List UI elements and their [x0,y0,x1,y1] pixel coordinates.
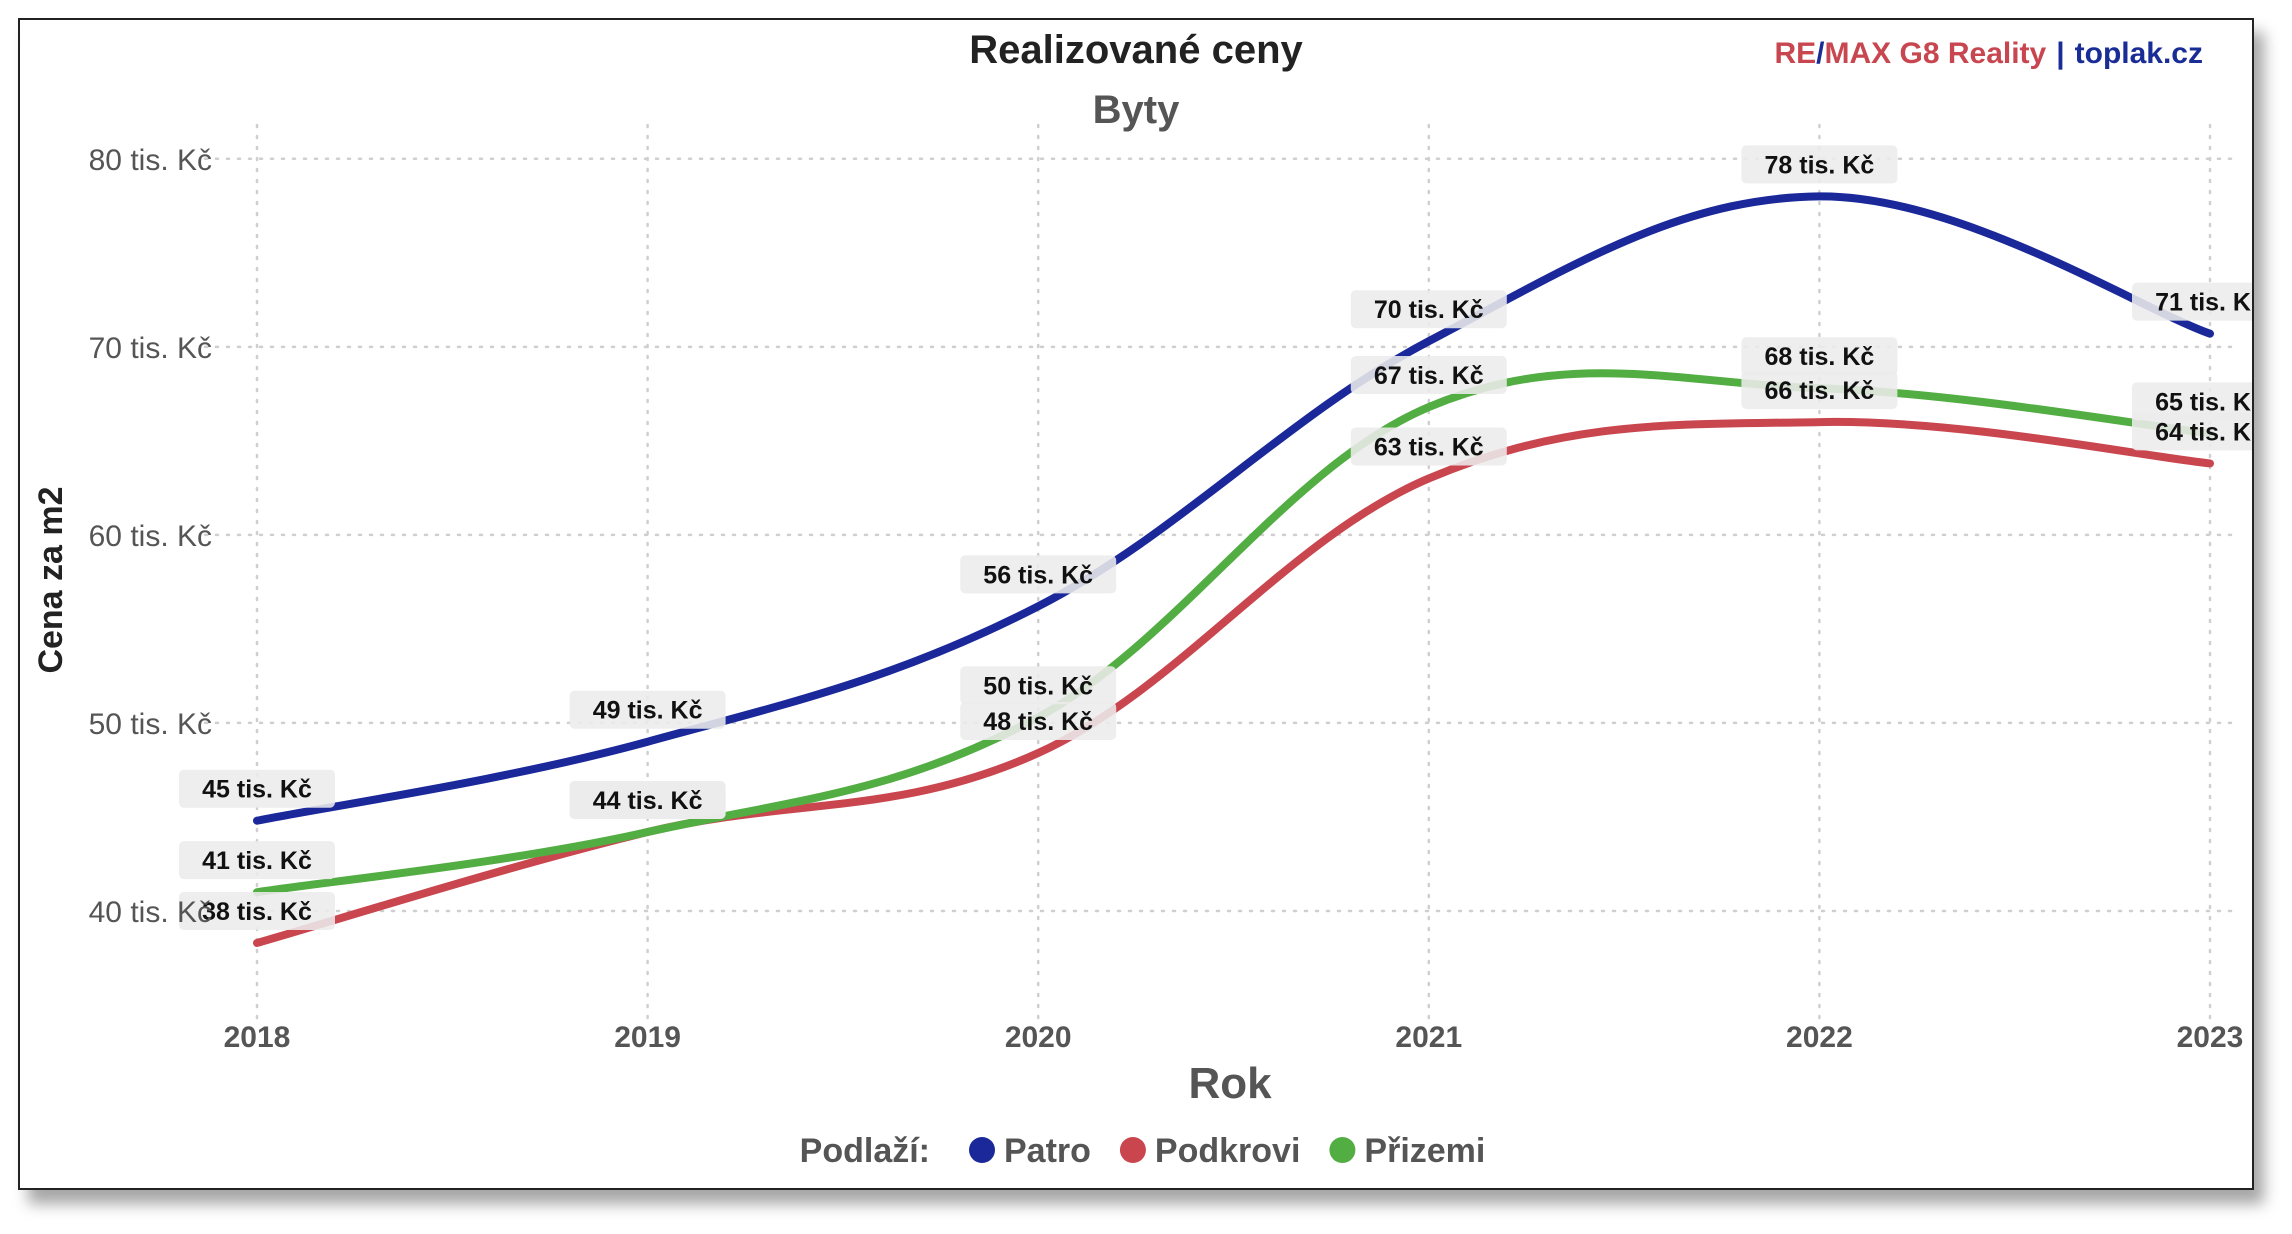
data-label: 65 tis. Kč [2132,382,2252,421]
data-label-background [2132,282,2252,321]
data-label-text: 65 tis. Kč [2155,388,2252,416]
data-label-background [1350,356,1507,395]
data-label-background [179,769,335,808]
data-label: 71 tis. Kč [2132,282,2252,321]
data-label-background [179,841,335,880]
y-axis-title: Cena za m2 [32,486,70,673]
brand-re: RE [1774,37,1816,70]
data-label-background [960,666,1117,705]
chart-subtitle: Byty [1093,88,1180,132]
legend-swatch-patro [969,1137,995,1163]
data-label: 78 tis. Kč [1741,145,1898,184]
data-label-background [1350,427,1507,466]
y-tick-label: 60 tis. Kč [89,520,212,553]
series-line-patro [253,192,2214,825]
data-label-text: 41 tis. Kč [202,847,312,875]
data-label-text: 44 tis. Kč [593,787,703,815]
legend-label-přizemi: Přizemi [1364,1132,1485,1170]
data-label: 50 tis. Kč [960,666,1117,705]
data-label: 48 tis. Kč [960,702,1117,741]
data-label-text: 66 tis. Kč [1765,377,1875,405]
chart-title: Realizované ceny [969,28,1303,72]
data-label: 49 tis. Kč [569,690,726,729]
series-lines [253,192,2214,947]
data-labels: 45 tis. Kč 49 tis. Kč 56 tis. Kč 70 tis. Kč… [179,145,2252,930]
x-tick-label: 2021 [1395,1021,1462,1054]
data-label: 67 tis. Kč [1350,356,1507,395]
data-label: 41 tis. Kč [179,841,335,880]
data-label: 38 tis. Kč [179,891,335,930]
data-label: 45 tis. Kč [179,769,335,808]
x-axis-title: Rok [1188,1059,1272,1108]
data-label-background [1741,145,1898,184]
data-label-background [1350,290,1507,329]
legend-swatch-přizemi [1329,1137,1356,1163]
data-label: 56 tis. Kč [960,555,1117,594]
data-label-text: 48 tis. Kč [983,708,1093,736]
data-label-background [179,891,335,930]
brand-logo-text: RE/MAX G8 Reality | toplak.cz [1774,37,2203,70]
data-label-background [960,702,1117,741]
brand-site: toplak.cz [2075,37,2203,70]
data-label: 68 tis. Kč [1741,337,1898,376]
data-label-background [1741,371,1898,410]
data-label-background [2132,412,2252,451]
data-label-text: 56 tis. Kč [983,561,1093,589]
data-label-text: 49 tis. Kč [593,697,703,725]
line-chart: 45 tis. Kč 49 tis. Kč 56 tis. Kč 70 tis. Kč… [32,28,2252,1170]
data-label-text: 63 tis. Kč [1374,433,1484,461]
axes: 40 tis. Kč 50 tis. Kč 60 tis. Kč 70 tis. Kč… [89,144,2244,1054]
data-label: 66 tis. Kč [1741,371,1898,410]
x-tick-label: 2022 [1786,1021,1853,1054]
data-label-text: 64 tis. Kč [2155,418,2252,446]
brand-remax-rest: MAX G8 Reality [1824,37,2046,70]
data-label-text: 70 tis. Kč [1374,296,1484,324]
x-tick-label: 2020 [1005,1021,1072,1054]
legend-swatch-podkrovi [1119,1137,1146,1163]
data-label: 64 tis. Kč [2132,412,2252,451]
data-label-background [960,555,1117,594]
legend: Podlaží: Patro Podkrovi Přizemi [800,1132,1486,1170]
y-tick-label: 80 tis. Kč [89,144,212,177]
data-label-text: 38 tis. Kč [202,898,312,926]
legend-label-patro: Patro [1004,1132,1091,1170]
chart-frame: 45 tis. Kč 49 tis. Kč 56 tis. Kč 70 tis. Kč… [18,18,2254,1190]
x-tick-label: 2019 [614,1021,681,1054]
brand-separator: | [2056,37,2064,70]
data-label-text: 50 tis. Kč [983,672,1093,700]
data-label-background [2132,382,2252,421]
legend-title: Podlaží: [800,1132,930,1170]
y-tick-label: 50 tis. Kč [89,708,212,741]
brand-slash: / [1816,37,1825,70]
data-label-background [569,781,726,819]
data-label-text: 45 tis. Kč [202,776,312,804]
data-label-text: 67 tis. Kč [1374,362,1484,390]
y-tick-label: 40 tis. Kč [89,896,212,929]
data-label: 44 tis. Kč [569,781,726,819]
data-label-text: 68 tis. Kč [1765,343,1875,371]
series-line-podkrovi [253,417,2214,947]
data-label: 70 tis. Kč [1350,290,1507,329]
data-label-text: 71 tis. Kč [2155,289,2252,317]
y-tick-label: 70 tis. Kč [89,332,212,365]
x-tick-label: 2023 [2177,1021,2244,1054]
series-line-přizemi [253,369,2214,897]
legend-label-podkrovi: Podkrovi [1155,1132,1300,1170]
grid [203,123,2240,1022]
data-label-text: 78 tis. Kč [1765,151,1875,179]
x-tick-label: 2018 [224,1021,291,1054]
data-label: 63 tis. Kč [1350,427,1507,466]
data-label-background [1741,337,1898,376]
data-label-background [569,690,726,729]
